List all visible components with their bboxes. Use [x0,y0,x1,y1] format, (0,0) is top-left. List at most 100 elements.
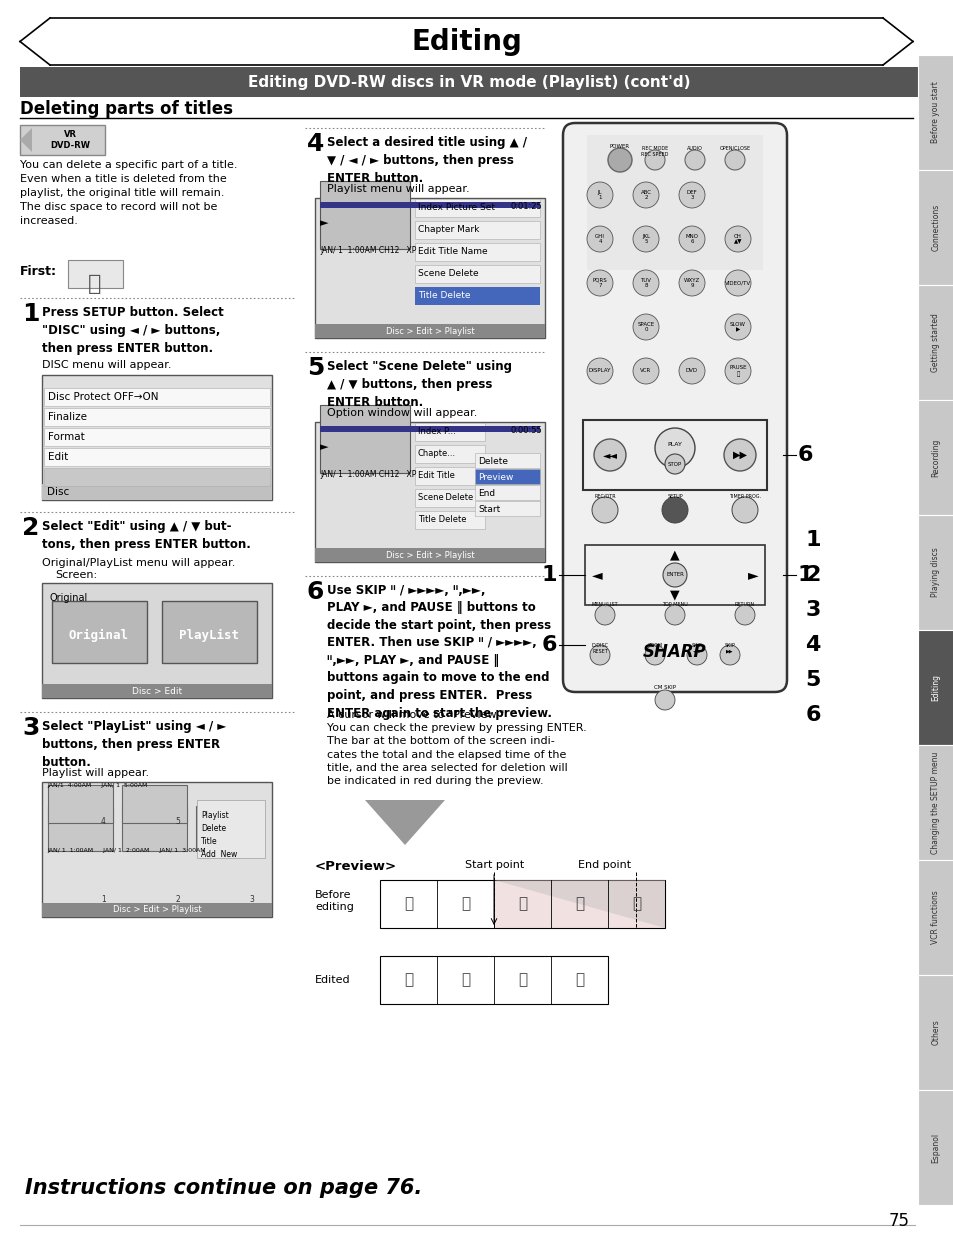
Text: CM SKIP: CM SKIP [654,685,676,690]
Text: Editing DVD-RW discs in VR mode (Playlist) (cont'd): Editing DVD-RW discs in VR mode (Playlis… [248,74,690,89]
Bar [42,375,272,500]
Text: JAN/1  4:00AM     JAN/ 1  5:00AM: JAN/1 4:00AM JAN/ 1 5:00AM [47,783,147,788]
Text: 3: 3 [22,716,39,740]
Text: Disc > Edit: Disc > Edit [132,687,182,695]
Text: Start: Start [477,505,499,514]
Text: SPACE
0: SPACE 0 [637,321,654,332]
Text: Disc > Edit > Playlist: Disc > Edit > Playlist [385,551,474,559]
Bar [917,630,953,745]
Bar [122,806,187,851]
Bar [122,785,187,823]
Text: Chapte...: Chapte... [417,450,456,458]
Bar [917,170,953,285]
Text: PlayList: PlayList [179,629,239,641]
Circle shape [662,563,686,587]
Text: 5: 5 [307,356,324,380]
Bar [379,881,664,927]
Text: Option window will appear.: Option window will appear. [327,408,476,417]
Bar [917,860,953,974]
Bar [415,511,484,529]
Bar [917,56,953,170]
Circle shape [679,182,704,207]
Text: ▲: ▲ [670,548,679,562]
Text: End point: End point [578,860,631,869]
Text: 5: 5 [804,671,820,690]
Text: Playlist menu will appear.: Playlist menu will appear. [327,184,469,194]
Bar [44,388,270,406]
Text: 3: 3 [249,895,253,904]
Text: 1: 1 [797,564,813,585]
Text: Preview: Preview [477,473,513,482]
Text: Format: Format [48,432,85,442]
Text: Select "Edit" using ▲ / ▼ but-
tons, then press ENTER button.: Select "Edit" using ▲ / ▼ but- tons, the… [42,520,251,551]
Text: Before
editing: Before editing [314,890,354,913]
Text: 4: 4 [307,132,324,156]
Text: MENU/LIST: MENU/LIST [591,601,618,606]
Text: 0:01:25: 0:01:25 [510,203,541,211]
Bar [917,1091,953,1205]
Text: Scene Delete: Scene Delete [417,494,473,503]
Circle shape [586,270,613,296]
Bar [42,684,272,698]
Text: PLAY: PLAY [667,441,681,447]
Bar [44,468,270,487]
Text: REC MODE
REC SPEED: REC MODE REC SPEED [640,146,668,157]
Text: MNO
6: MNO 6 [685,233,698,245]
Text: Playlist: Playlist [201,811,229,820]
Text: POWER: POWER [609,144,629,149]
Text: 2: 2 [804,564,820,585]
Text: DISPLAY: DISPLAY [588,368,611,373]
Circle shape [723,438,755,471]
Text: WXYZ
9: WXYZ 9 [683,278,700,289]
Text: REC/OTR: REC/OTR [594,494,616,499]
Circle shape [592,496,618,522]
Text: SHARP: SHARP [642,643,706,661]
Text: Press SETUP button. Select
"DISC" using ◄ / ► buttons,
then press ENTER button.: Press SETUP button. Select "DISC" using … [42,306,224,354]
Bar [68,261,123,288]
Text: <Preview>: <Preview> [314,860,396,873]
Bar [319,405,410,473]
Circle shape [633,270,659,296]
Bar [917,745,953,860]
Text: Editing: Editing [411,27,521,56]
Text: 2: 2 [22,516,39,540]
Circle shape [633,226,659,252]
Polygon shape [494,881,664,927]
Text: Use SKIP ᑊᑊ / ►►►►, ᑊᑊ,►►,
PLAY ►, and PAUSE ‖ buttons to
decide the start point: Use SKIP ᑊᑊ / ►►►►, ᑊᑊ,►►, PLAY ►, and P… [327,584,552,720]
Text: Title Delete: Title Delete [417,515,466,525]
Text: End: End [477,489,495,498]
Text: 🐢: 🐢 [631,897,640,911]
Text: TUV
8: TUV 8 [639,278,651,289]
Text: ►: ► [319,219,328,228]
Bar [415,287,539,305]
Text: JAN/ 1  1:00AM CH12   XP: JAN/ 1 1:00AM CH12 XP [319,471,416,479]
Bar [20,125,105,156]
Text: Finalize: Finalize [48,412,87,422]
Text: Start point: Start point [465,860,524,869]
Circle shape [679,270,704,296]
Text: 1: 1 [804,530,820,550]
Text: Deleting parts of titles: Deleting parts of titles [20,100,233,119]
Text: STOP: STOP [667,462,681,467]
Bar [475,501,539,516]
Text: Add  New: Add New [201,850,237,860]
Text: Original: Original [69,629,129,641]
Text: ZOOM: ZOOM [647,643,662,648]
Text: 6: 6 [804,705,820,725]
Text: Before you start: Before you start [930,82,940,143]
Text: Scene Delete: Scene Delete [417,269,478,279]
Text: Connections: Connections [930,204,940,251]
Text: ◄: ◄ [591,568,601,582]
Text: Delete: Delete [477,457,507,466]
Text: ►: ► [319,442,328,452]
Bar [475,453,539,468]
Text: 6: 6 [307,580,324,604]
Circle shape [607,148,631,172]
Text: First:: First: [20,266,57,278]
Text: ◄◄: ◄◄ [602,450,617,459]
Text: Delete: Delete [201,824,226,832]
Text: Playing discs: Playing discs [930,547,940,598]
Text: VCR: VCR [639,368,651,373]
Text: Original/PlayList menu will appear.: Original/PlayList menu will appear. [42,558,235,568]
Bar [415,467,484,485]
